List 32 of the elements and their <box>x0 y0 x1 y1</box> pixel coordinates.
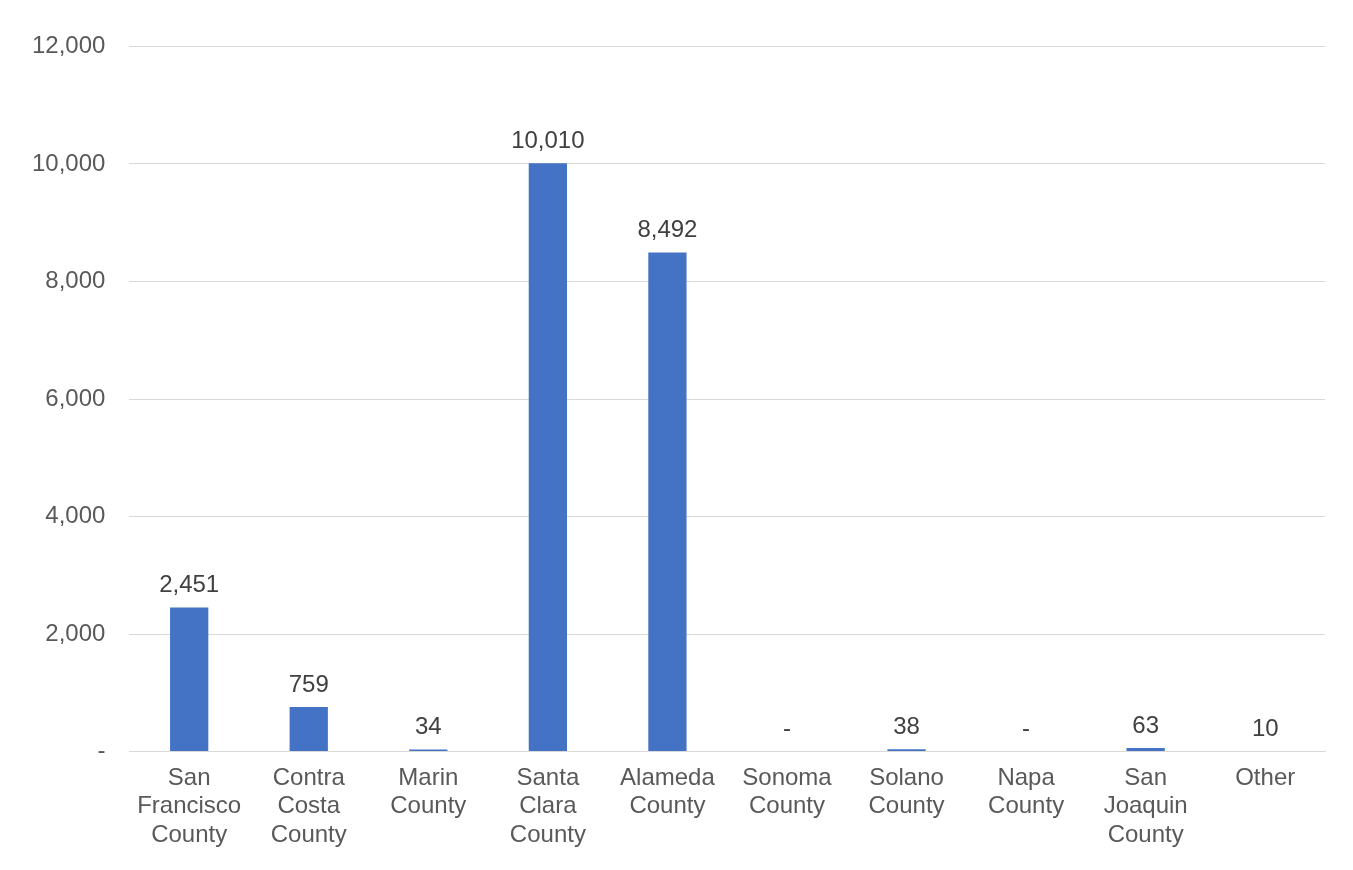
data-label: 38 <box>893 711 920 739</box>
x-tick-label: Alameda County <box>620 762 716 819</box>
data-label: 10 <box>1251 713 1279 741</box>
data-label: 34 <box>414 712 442 740</box>
bar <box>528 163 567 752</box>
x-tick-label: Contra Costa County <box>270 762 347 848</box>
data-label: - <box>1022 714 1031 742</box>
data-label: 10,010 <box>511 125 585 153</box>
x-tick-label: Sonoma County <box>742 762 833 819</box>
bar <box>289 707 328 752</box>
bar <box>170 607 209 752</box>
y-tick-label: 10,000 <box>32 148 106 176</box>
y-tick-label: 6,000 <box>45 383 106 411</box>
x-tick-label: Solano County <box>868 762 945 819</box>
data-label: 8,492 <box>637 215 698 243</box>
bar <box>1126 747 1165 752</box>
y-tick-label: 4,000 <box>45 501 106 529</box>
x-tick-label: San Joaquin County <box>1103 762 1188 848</box>
y-tick-label: - <box>97 736 106 764</box>
data-label: 2,451 <box>159 570 220 598</box>
x-tick-label: Marin County <box>390 762 467 819</box>
data-label: 63 <box>1132 710 1160 738</box>
y-tick-label: 8,000 <box>45 266 106 294</box>
y-tick-label: 2,000 <box>45 618 106 646</box>
bar <box>648 252 687 752</box>
data-label: 759 <box>288 669 329 697</box>
data-label: - <box>782 714 791 742</box>
y-tick-label: 12,000 <box>32 31 106 59</box>
x-tick-label: Other <box>1235 762 1296 790</box>
x-tick-label: Santa Clara County <box>509 762 586 848</box>
x-tick-label: San Francisco County <box>137 762 242 848</box>
x-tick-label: Napa County <box>988 762 1065 819</box>
